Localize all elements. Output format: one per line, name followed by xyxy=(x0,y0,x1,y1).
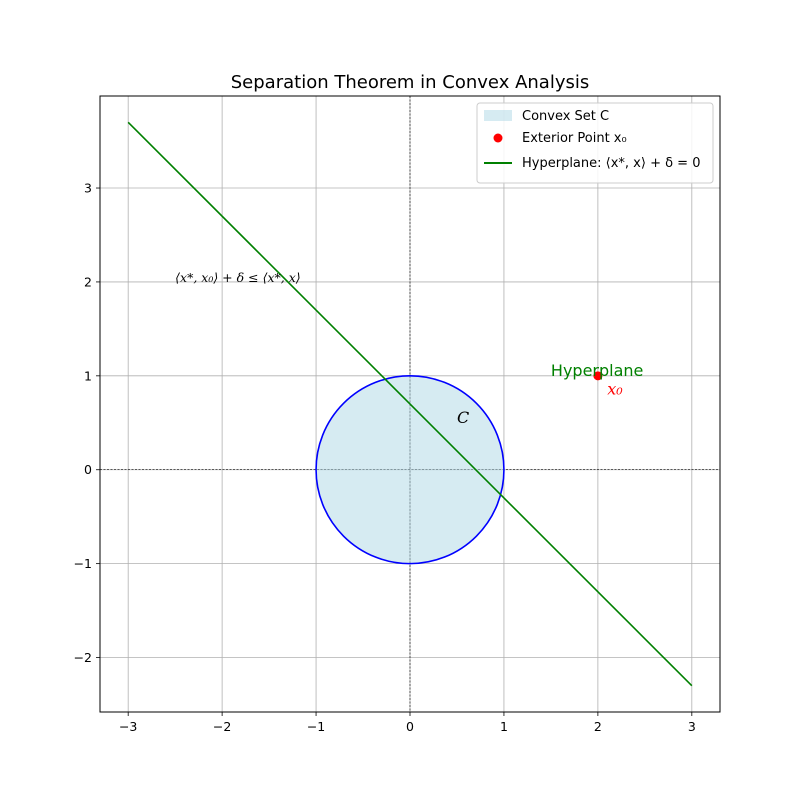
legend-marker-exterior-point xyxy=(493,133,503,143)
annotations: C x₀ Hyperplane ⟨x*, x₀⟩ + δ ≤ ⟨x*, x⟩ xyxy=(175,270,643,427)
legend-label-convex-set: Convex Set C xyxy=(522,109,609,124)
x-axis-ticks: −3 −2 −1 0 1 2 3 xyxy=(119,712,696,734)
hyperplane-line xyxy=(127,121,693,687)
x-tick-label: −3 xyxy=(119,719,137,734)
legend-swatch-convex-set xyxy=(484,110,512,121)
y-tick-label: −1 xyxy=(74,556,92,571)
legend-label-exterior-point: Exterior Point x₀ xyxy=(522,131,627,146)
x-tick-label: 3 xyxy=(688,719,696,734)
convex-set-fill xyxy=(316,375,504,564)
plot-area xyxy=(127,121,693,687)
y-tick-label: 3 xyxy=(84,181,92,196)
convex-set-boundary xyxy=(315,375,505,565)
annotation-inequality: ⟨x*, x₀⟩ + δ ≤ ⟨x*, x⟩ xyxy=(175,270,300,285)
chart-title: Separation Theorem in Convex Analysis xyxy=(231,72,589,93)
annotation-set-label: C xyxy=(457,408,469,427)
y-tick-label: 2 xyxy=(84,274,92,289)
y-tick-label: −2 xyxy=(74,650,92,665)
legend-box xyxy=(476,102,714,184)
legend: Convex Set C Exterior Point x₀ Hyperplan… xyxy=(476,102,714,184)
y-tick-label: 1 xyxy=(84,368,92,383)
y-tick-label: 0 xyxy=(84,462,92,477)
annotation-hyperplane-label: Hyperplane xyxy=(551,361,643,380)
x-tick-label: −1 xyxy=(307,719,325,734)
x-tick-label: 1 xyxy=(500,719,508,734)
x-tick-label: 0 xyxy=(406,719,414,734)
y-axis-ticks: −2 −1 0 1 2 3 xyxy=(74,181,100,665)
exterior-point-marker xyxy=(593,371,603,381)
legend-label-hyperplane: Hyperplane: ⟨x*, x⟩ + δ = 0 xyxy=(522,156,700,171)
annotation-point-label: x₀ xyxy=(607,380,623,399)
x-tick-label: −2 xyxy=(213,719,231,734)
x-tick-label: 2 xyxy=(594,719,602,734)
